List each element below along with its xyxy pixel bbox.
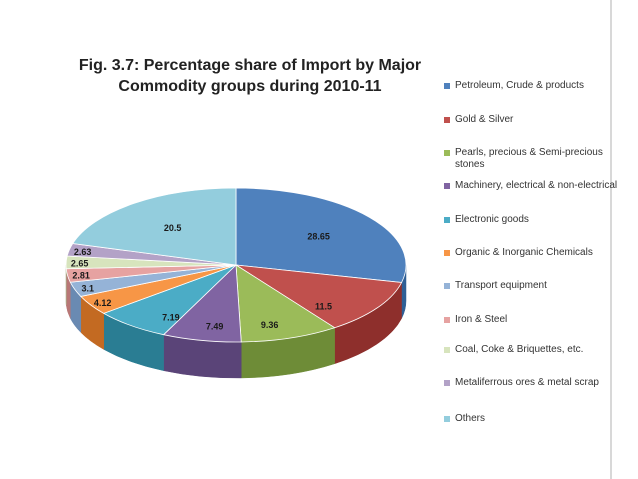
legend-label: Electronic goods — [455, 214, 529, 225]
legend-item-electronic-goods: Electronic goods — [444, 214, 624, 226]
pie-slice-gold-silver — [235, 264, 403, 329]
legend-swatch — [444, 117, 450, 123]
data-label-pearls-precious-semi-precious-stones: 9.36 — [261, 320, 279, 330]
legend-label: Transport equipment — [455, 280, 547, 291]
legend-label: Machinery, electrical & non-electrical — [455, 180, 618, 191]
legend-label: Others — [455, 413, 486, 424]
legend-item-coal-coke-briquettes-etc: Coal, Coke & Briquettes, etc. — [444, 344, 624, 356]
data-label-others: 20.5 — [164, 223, 182, 233]
legend-label: Gold & Silver — [455, 114, 514, 125]
legend-item-petroleum-crude-products: Petroleum, Crude & products — [444, 80, 624, 92]
right-edge-divider — [610, 0, 612, 479]
data-label-organic-inorganic-chemicals: 4.12 — [94, 298, 112, 308]
pie-slice-pearls-precious-semi-precious-stones — [235, 264, 336, 343]
pie-side-walls — [65, 264, 407, 379]
legend-swatch — [444, 283, 450, 289]
data-label-petroleum-crude-products: 28.65 — [307, 231, 330, 241]
data-label-metaliferrous-ores-metal-scrap: 2.63 — [74, 247, 92, 257]
legend-item-metaliferrous-ores-metal-scrap: Metaliferrous ores & metal scrap — [444, 377, 624, 389]
chart-title-line-1: Fig. 3.7: Percentage share of Import by … — [78, 57, 422, 74]
data-label-coal-coke-briquettes-etc: 2.65 — [71, 259, 89, 269]
pie-slice-others — [72, 187, 237, 266]
data-label-gold-silver: 11.5 — [315, 302, 332, 312]
legend-item-gold-silver: Gold & Silver — [444, 114, 624, 126]
legend-swatch — [444, 380, 450, 386]
legend-label: Metaliferrous ores & metal scrap — [455, 377, 599, 388]
legend-swatch — [444, 317, 450, 323]
pie-slices — [65, 187, 407, 343]
legend-swatch — [444, 416, 450, 422]
legend-label: Pearls, precious & Semi-precious stones — [455, 147, 603, 170]
legend-label: Petroleum, Crude & products — [455, 80, 584, 91]
legend-swatch — [444, 217, 450, 223]
pie-data-labels: 28.65 11.5 9.36 7.49 7.19 4.123.1 2.81 2.65 2.63… — [71, 223, 332, 332]
chart-title: Fig. 3.7: Percentage share of Import by … — [40, 55, 460, 97]
legend-item-pearls-precious-semi-precious-stones: Pearls, precious & Semi-precious stones — [444, 147, 624, 171]
legend-item-iron-steel: Iron & Steel — [444, 314, 624, 326]
pie-slice-petroleum-crude-products — [235, 187, 407, 283]
legend-item-machinery-electrical-non-electrical: Machinery, electrical & non-electrical — [444, 180, 624, 192]
data-label-machinery-electrical-non-electrical: 7.49 — [206, 322, 224, 332]
data-label-iron-steel: 2.81 — [72, 271, 90, 281]
legend-label: Organic & Inorganic Chemicals — [455, 247, 593, 258]
legend-label: Coal, Coke & Briquettes, etc. — [455, 344, 584, 355]
data-label-electronic-goods: 7.19 — [162, 313, 180, 323]
legend-item-others: Others — [444, 413, 624, 425]
legend-item-transport-equipment: Transport equipment — [444, 280, 624, 292]
legend-swatch — [444, 150, 450, 156]
chart-title-line-2: Commodity groups during 2010-11 — [118, 78, 382, 95]
legend-swatch — [444, 347, 450, 353]
legend-item-organic-inorganic-chemicals: Organic & Inorganic Chemicals — [444, 247, 624, 259]
legend-swatch — [444, 183, 450, 189]
legend-label: Iron & Steel — [455, 314, 508, 325]
legend-swatch — [444, 250, 450, 256]
legend-swatch — [444, 83, 450, 89]
data-label-transport-equipment: 3.1 — [81, 284, 94, 294]
